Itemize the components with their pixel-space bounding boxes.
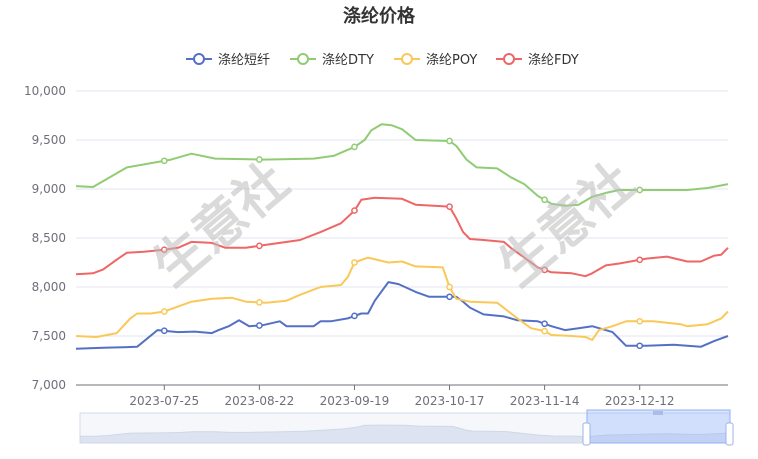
data-point <box>541 327 548 335</box>
data-point <box>351 143 358 151</box>
data-point <box>636 186 644 194</box>
zoom-handle-left[interactable] <box>582 422 591 446</box>
data-point <box>446 283 453 291</box>
data-point <box>351 207 358 214</box>
x-axis: 2023-07-25 2023-08-22 2023-09-19 2023-10-17… <box>129 385 675 408</box>
series-line-1 <box>75 281 729 350</box>
data-point <box>541 320 548 328</box>
y-tick-label: 9,000 <box>32 182 66 196</box>
watermark-text: 生意社 <box>142 152 300 298</box>
x-tick-label: 2023-10-17 <box>415 394 485 408</box>
y-tick-label: 9,500 <box>32 133 66 147</box>
watermark-group: 生意社 生意社 <box>142 152 646 298</box>
legend-entry-label[interactable]: 涤纶短纤 <box>218 53 270 68</box>
zoom-preview-area <box>79 424 731 444</box>
watermark-text: 生意社 <box>488 152 646 298</box>
y-tick-label: 8,000 <box>32 280 66 294</box>
datazoom-slider[interactable] <box>79 409 734 446</box>
zoom-handle-right[interactable] <box>725 422 734 446</box>
data-point <box>541 266 548 274</box>
data-point <box>256 299 263 306</box>
data-point <box>160 157 168 165</box>
x-tick-label: 2023-11-14 <box>510 394 580 408</box>
series-line-4 <box>75 196 729 278</box>
legend-swatch-marker <box>297 53 309 65</box>
series-line-3 <box>75 256 729 341</box>
y-tick-label: 7,000 <box>32 378 66 392</box>
legend-entry-label[interactable]: 涤纶DTY <box>322 53 374 68</box>
data-point <box>351 312 358 320</box>
legend-entry-label[interactable]: 涤纶POY <box>426 53 477 68</box>
legend-swatch-marker <box>503 53 515 65</box>
data-point <box>636 256 644 264</box>
x-tick-label: 2023-12-12 <box>605 394 675 408</box>
series-line-2 <box>75 123 729 207</box>
data-point <box>256 156 263 163</box>
y-tick-label: 8,500 <box>32 231 66 245</box>
y-axis: 7,000 7,500 8,000 8,500 9,000 9,500 10,000 <box>24 84 66 392</box>
x-tick-label: 2023-07-25 <box>129 394 199 408</box>
data-point <box>256 322 263 329</box>
x-tick-label: 2023-09-19 <box>320 394 390 408</box>
y-tick-label: 10,000 <box>24 84 66 98</box>
legend[interactable]: 涤纶短纤 涤纶DTY 涤纶POY 涤纶FDY <box>186 53 579 68</box>
zoom-move-grip[interactable] <box>653 411 663 415</box>
data-point <box>636 317 644 325</box>
data-point <box>351 259 358 266</box>
data-point <box>160 246 168 254</box>
data-point <box>446 203 453 210</box>
data-point <box>160 327 168 335</box>
data-point <box>256 242 263 250</box>
data-point <box>446 293 453 301</box>
data-point <box>636 342 644 350</box>
data-point <box>446 137 453 145</box>
chart-title: 涤纶价格 <box>343 5 416 27</box>
series-group <box>75 123 729 350</box>
legend-swatch-marker <box>193 53 205 65</box>
x-tick-label: 2023-08-22 <box>225 394 295 408</box>
data-point <box>541 196 548 204</box>
y-tick-label: 7,500 <box>32 329 66 343</box>
legend-swatch-marker <box>401 53 413 65</box>
data-point <box>160 308 168 315</box>
legend-entry-label[interactable]: 涤纶FDY <box>528 53 579 68</box>
